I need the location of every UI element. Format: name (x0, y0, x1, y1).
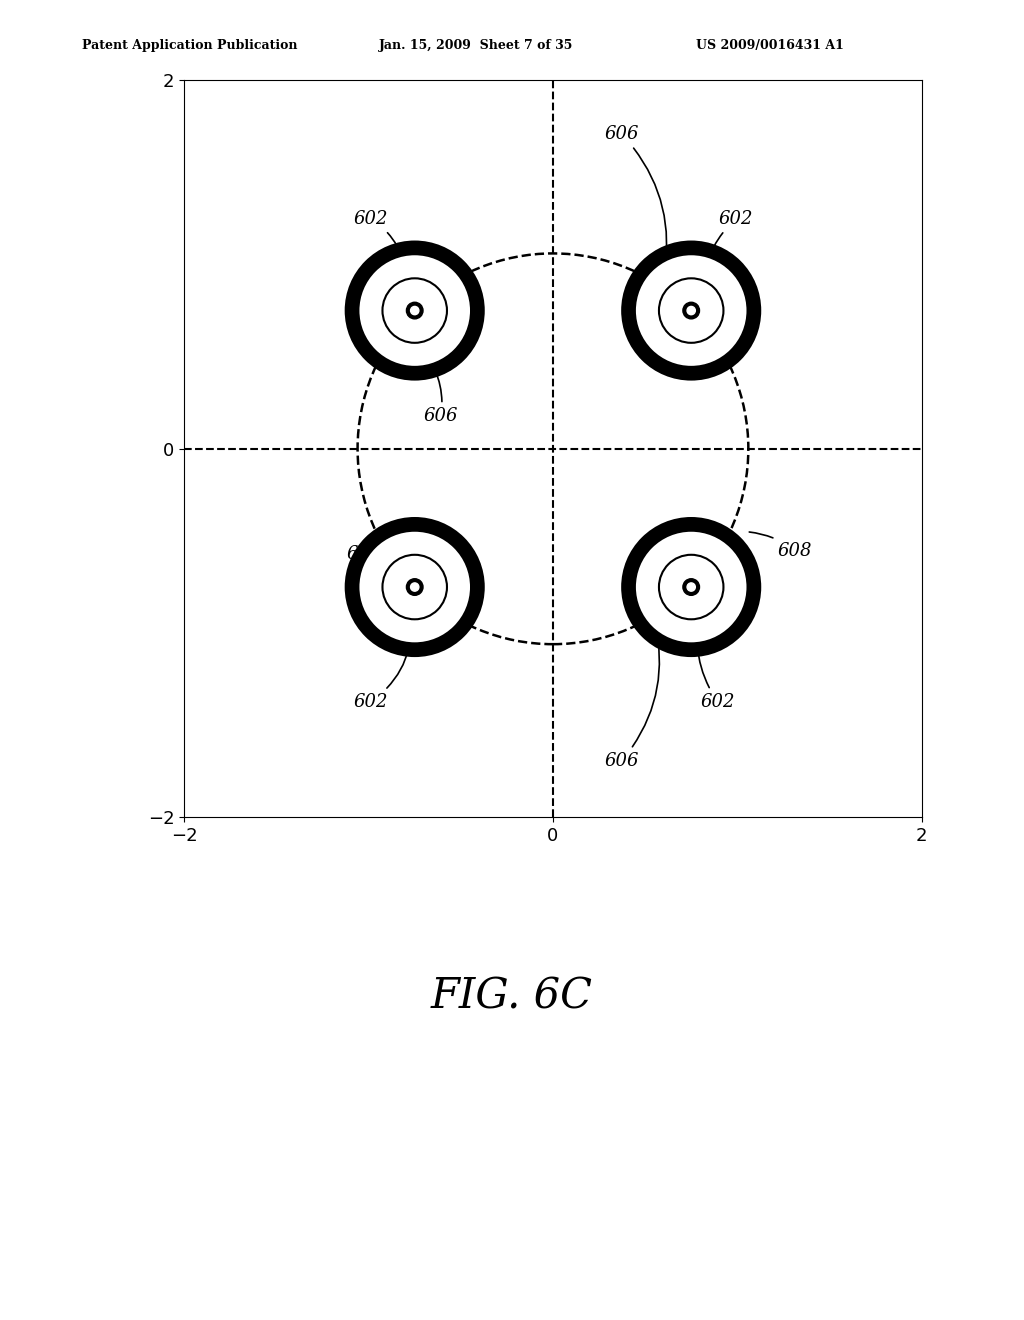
Circle shape (687, 583, 695, 591)
Text: US 2009/0016431 A1: US 2009/0016431 A1 (696, 38, 844, 51)
Circle shape (411, 583, 419, 591)
Circle shape (359, 255, 470, 366)
Text: 606: 606 (346, 545, 412, 564)
Text: 602: 602 (354, 210, 404, 294)
Circle shape (407, 302, 423, 319)
Text: 606: 606 (417, 343, 459, 425)
Text: 606: 606 (604, 125, 667, 275)
Circle shape (683, 578, 699, 595)
Text: 608: 608 (750, 532, 812, 560)
Text: 602: 602 (703, 210, 754, 294)
Circle shape (683, 302, 699, 319)
Circle shape (407, 578, 423, 595)
Circle shape (411, 306, 419, 314)
Circle shape (687, 306, 695, 314)
Circle shape (359, 532, 470, 643)
Text: 606: 606 (604, 623, 659, 770)
Circle shape (345, 517, 484, 657)
Text: 602: 602 (697, 603, 735, 711)
Circle shape (345, 240, 484, 380)
Circle shape (622, 240, 761, 380)
Text: 602: 602 (354, 603, 411, 711)
Text: Patent Application Publication: Patent Application Publication (82, 38, 297, 51)
Text: FIG. 6C: FIG. 6C (431, 975, 593, 1018)
Circle shape (622, 517, 761, 657)
Circle shape (636, 255, 746, 366)
Circle shape (636, 532, 746, 643)
Text: Jan. 15, 2009  Sheet 7 of 35: Jan. 15, 2009 Sheet 7 of 35 (379, 38, 573, 51)
